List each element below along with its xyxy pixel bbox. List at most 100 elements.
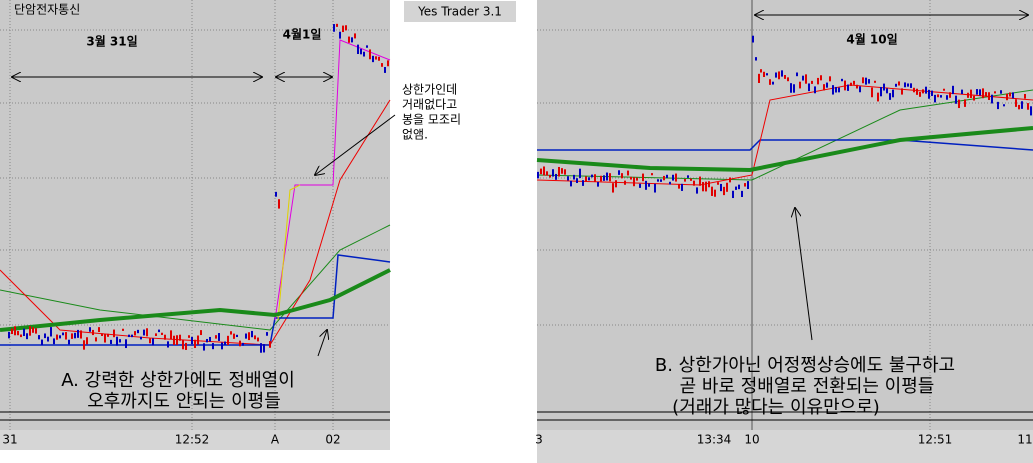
candle <box>74 332 76 339</box>
candle <box>747 181 749 189</box>
candle <box>744 183 746 187</box>
candle <box>865 77 867 85</box>
candle <box>233 333 235 339</box>
candle <box>708 181 710 188</box>
candle <box>107 333 109 337</box>
candle <box>14 326 16 336</box>
candle <box>227 335 229 345</box>
candle <box>931 90 933 96</box>
candle <box>357 44 359 55</box>
candle <box>170 330 172 340</box>
candle <box>675 173 677 182</box>
candle <box>188 335 190 338</box>
candle <box>991 94 993 104</box>
candle <box>104 333 106 343</box>
candle <box>835 86 837 93</box>
candle <box>859 86 861 93</box>
candle <box>868 79 870 84</box>
candle <box>826 82 828 88</box>
date-label: 4월1일 <box>283 27 322 42</box>
candle <box>720 183 722 192</box>
candle <box>77 329 79 338</box>
x-label: 02 <box>325 433 340 447</box>
candle <box>856 84 858 89</box>
candle <box>23 328 25 337</box>
candle <box>1006 93 1008 101</box>
candle <box>369 49 371 60</box>
candle <box>167 341 169 348</box>
candle <box>758 73 760 83</box>
candle <box>149 338 151 344</box>
candle <box>976 89 978 95</box>
candle <box>979 89 981 96</box>
candle <box>693 180 695 186</box>
candle <box>928 89 930 99</box>
candle <box>182 339 184 350</box>
candle <box>236 334 238 338</box>
candle <box>642 173 644 182</box>
candle <box>44 333 46 339</box>
candle <box>191 336 193 345</box>
candle <box>62 332 64 336</box>
candle <box>218 333 220 341</box>
candle <box>582 180 584 186</box>
right-arrows <box>755 15 1028 341</box>
candle <box>179 334 181 341</box>
candle <box>366 45 368 48</box>
candle <box>360 48 362 55</box>
candle <box>251 330 253 338</box>
left-axis-bg <box>0 430 390 450</box>
candle <box>576 178 578 184</box>
candle <box>651 173 653 176</box>
candle <box>224 341 226 345</box>
candle <box>808 83 810 92</box>
candle <box>152 338 154 346</box>
candle <box>197 335 199 345</box>
candle <box>53 338 55 345</box>
candle <box>627 170 629 176</box>
candle <box>212 343 214 350</box>
candle <box>853 80 855 85</box>
candle <box>618 170 620 175</box>
candle <box>146 328 148 337</box>
candle <box>889 93 891 100</box>
candle <box>65 332 67 340</box>
candle <box>336 23 338 27</box>
candle <box>657 179 659 182</box>
candle <box>1015 99 1017 107</box>
candle <box>913 87 915 93</box>
candle <box>838 87 840 93</box>
candle <box>741 190 743 197</box>
candle <box>155 333 157 336</box>
candle <box>257 337 259 342</box>
candle <box>1000 90 1002 94</box>
candle <box>176 335 178 345</box>
candle <box>1030 106 1032 116</box>
candle <box>985 92 987 97</box>
candle <box>248 332 250 341</box>
candle <box>955 95 957 104</box>
candle <box>342 25 344 33</box>
candle <box>970 89 972 98</box>
candle <box>696 187 698 194</box>
candle <box>711 186 713 196</box>
candle <box>690 178 692 181</box>
candle <box>763 71 765 77</box>
candle <box>811 80 813 84</box>
candle <box>185 342 187 350</box>
candle <box>964 99 966 107</box>
candle <box>901 88 903 95</box>
candle <box>799 81 801 89</box>
candle <box>570 180 572 187</box>
candle <box>621 173 623 179</box>
title-box <box>404 1 516 22</box>
x-label: 12:52 <box>175 433 210 447</box>
candle <box>86 337 88 345</box>
candle <box>116 336 118 346</box>
candle <box>787 77 789 82</box>
candle <box>886 88 888 94</box>
caption: 곧 바로 정배열로 전환되는 이평들 <box>680 376 935 397</box>
candle <box>83 340 85 350</box>
candle <box>173 335 175 345</box>
